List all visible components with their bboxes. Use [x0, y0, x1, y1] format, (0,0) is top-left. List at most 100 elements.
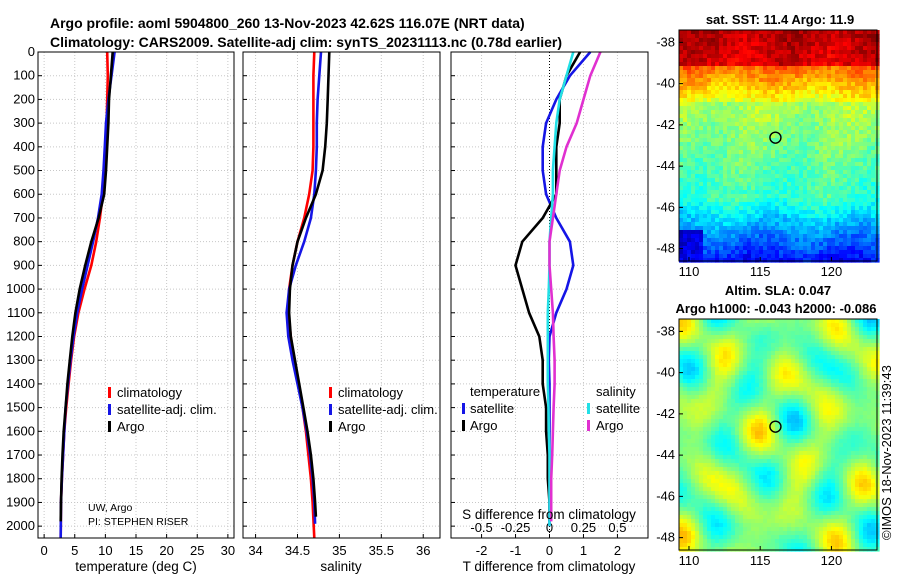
map-cell: [711, 222, 716, 227]
map-cell: [827, 154, 832, 159]
map-cell: [771, 66, 776, 71]
map-cell: [843, 114, 848, 119]
map-cell: [807, 142, 812, 147]
map-cell: [807, 226, 812, 231]
map-cell: [811, 355, 816, 360]
map-cell: [703, 234, 708, 239]
map-cell: [835, 126, 840, 131]
map-cell: [759, 327, 764, 332]
map-cell: [711, 327, 716, 332]
map-cell: [803, 130, 808, 135]
map-cell: [827, 258, 832, 263]
map-cell: [731, 387, 736, 392]
map-cell: [819, 190, 824, 195]
map-cell: [819, 66, 824, 71]
map-cell: [871, 319, 876, 324]
map-cell: [687, 58, 692, 63]
map-cell: [815, 78, 820, 83]
map-cell: [691, 459, 696, 464]
map-cell: [727, 347, 732, 352]
map-cell: [707, 335, 712, 340]
map-cell: [811, 46, 816, 51]
map-cell: [775, 435, 780, 440]
map-cell: [803, 242, 808, 247]
map-cell: [743, 174, 748, 179]
map-cell: [827, 202, 832, 207]
map-cell: [795, 367, 800, 372]
map-cell: [795, 331, 800, 336]
map-cell: [707, 54, 712, 59]
map-cell: [779, 226, 784, 231]
map-cell: [787, 178, 792, 183]
map-cell: [855, 122, 860, 127]
map-cell: [819, 447, 824, 452]
map-cell: [847, 110, 852, 115]
map-cell: [763, 399, 768, 404]
map-cell: [703, 327, 708, 332]
map-cell: [863, 363, 868, 368]
map-cell: [743, 218, 748, 223]
map-cell: [707, 194, 712, 199]
map-cell: [695, 435, 700, 440]
map-cell: [699, 246, 704, 251]
map-cell: [859, 395, 864, 400]
map-cell: [751, 443, 756, 448]
map-cell: [711, 407, 716, 412]
map-cell: [843, 178, 848, 183]
map-cell: [863, 150, 868, 155]
map-cell: [683, 363, 688, 368]
map-cell: [759, 58, 764, 63]
map-cell: [775, 423, 780, 428]
map-cell: [695, 74, 700, 79]
map-cell: [835, 122, 840, 127]
map-cell: [715, 30, 720, 35]
map-cell: [815, 114, 820, 119]
map-cell: [811, 327, 816, 332]
map-cell: [831, 226, 836, 231]
map-cell: [867, 174, 872, 179]
map-cell: [707, 62, 712, 67]
map-cell: [755, 335, 760, 340]
map-cell: [731, 46, 736, 51]
map-cell: [703, 431, 708, 436]
map-cell: [763, 190, 768, 195]
map-cell: [731, 419, 736, 424]
map-cell: [855, 194, 860, 199]
map-cell: [855, 339, 860, 344]
map-cell: [803, 254, 808, 259]
map-cell: [767, 226, 772, 231]
map-cell: [839, 38, 844, 43]
map-cell: [683, 226, 688, 231]
map-cell: [831, 335, 836, 340]
map-cell: [787, 399, 792, 404]
map-cell: [763, 94, 768, 99]
map-cell: [771, 86, 776, 91]
map-cell: [703, 423, 708, 428]
map-cell: [839, 118, 844, 123]
map-cell: [683, 230, 688, 235]
map-cell: [855, 331, 860, 336]
map-cell: [759, 134, 764, 139]
map-cell: [791, 150, 796, 155]
map-cell: [807, 198, 812, 203]
map-cell: [743, 134, 748, 139]
map-cell: [727, 46, 732, 51]
map-cell: [871, 114, 876, 119]
map-cell: [807, 323, 812, 328]
map-cell: [775, 427, 780, 432]
map-cell: [683, 234, 688, 239]
map-cell: [763, 54, 768, 59]
map-cell: [743, 86, 748, 91]
map-cell: [679, 134, 684, 139]
map-cell: [771, 363, 776, 368]
map-cell: [763, 206, 768, 211]
map-cell: [679, 415, 684, 420]
map-cell: [759, 379, 764, 384]
map-cell: [687, 387, 692, 392]
map-cell: [699, 463, 704, 468]
map-cell: [711, 355, 716, 360]
map-cell: [727, 82, 732, 87]
map-cell: [791, 46, 796, 51]
depth-tick-label: 0: [28, 44, 35, 59]
map-cell: [683, 38, 688, 43]
